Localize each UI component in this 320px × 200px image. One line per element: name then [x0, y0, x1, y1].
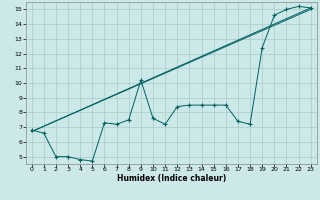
X-axis label: Humidex (Indice chaleur): Humidex (Indice chaleur) [116, 174, 226, 183]
